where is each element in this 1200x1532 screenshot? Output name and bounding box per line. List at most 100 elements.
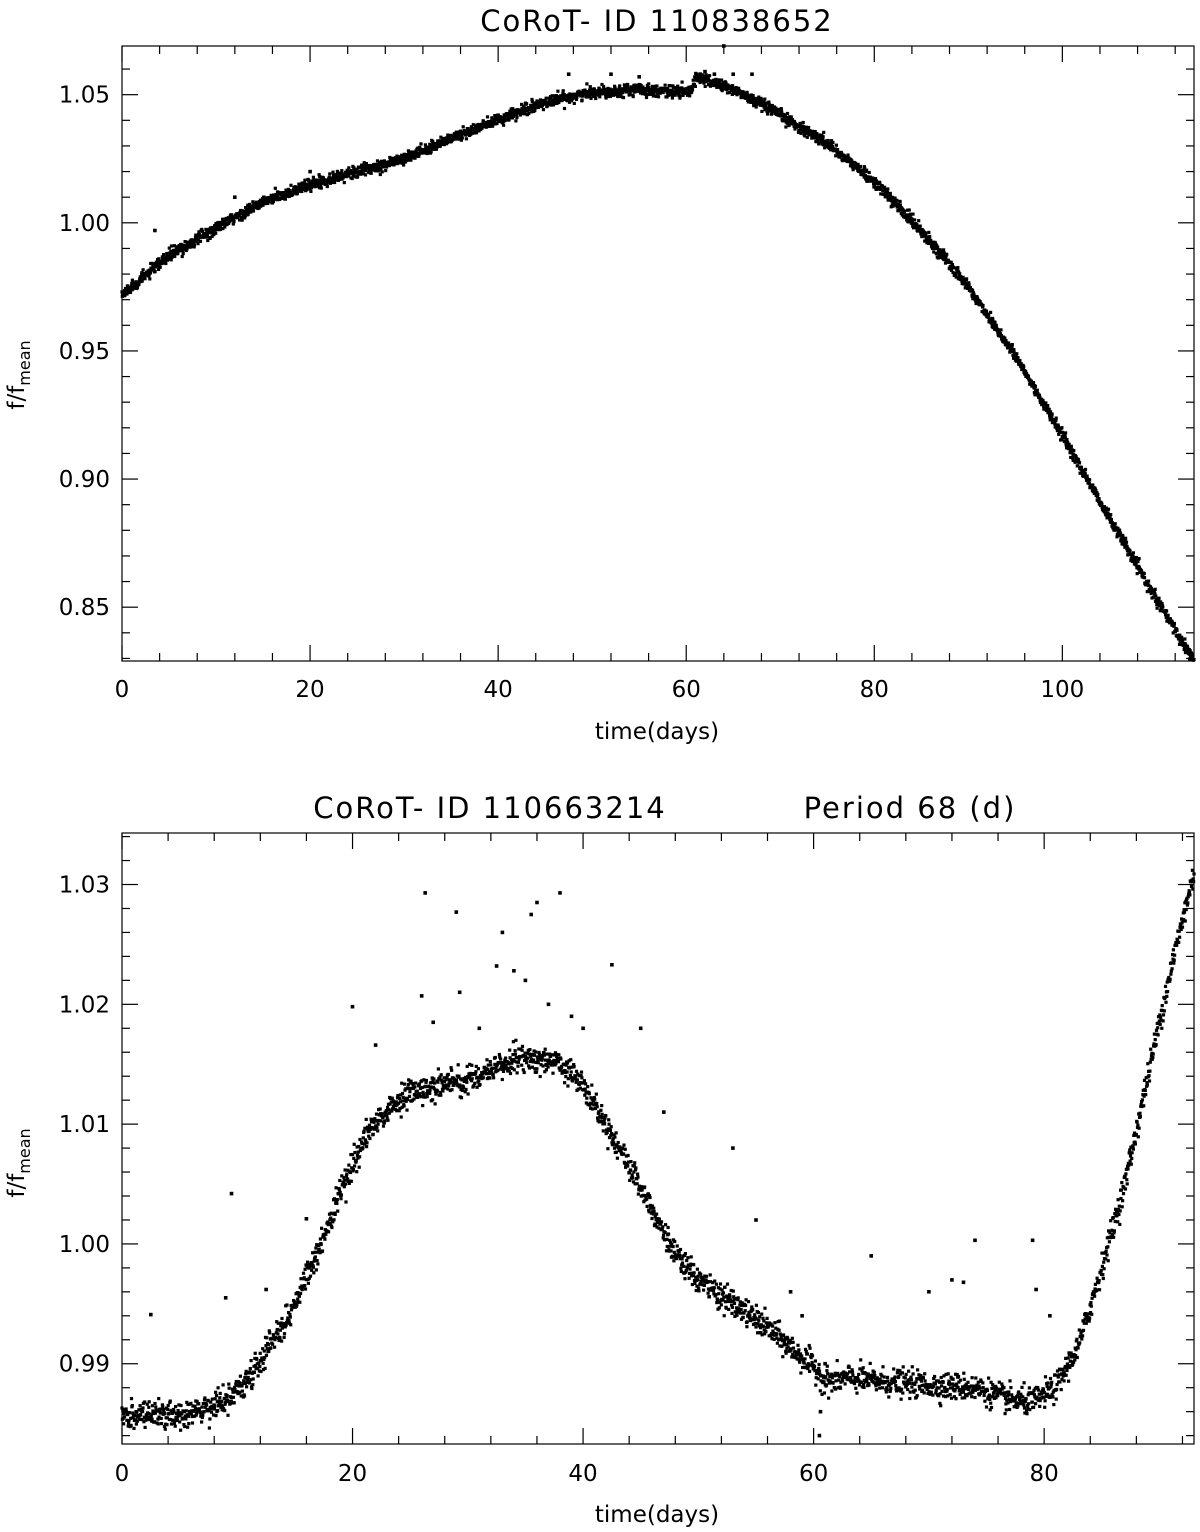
data-point bbox=[581, 1081, 585, 1085]
data-point bbox=[446, 1072, 450, 1076]
data-point bbox=[527, 1064, 531, 1068]
data-point bbox=[424, 1080, 428, 1084]
data-point bbox=[146, 1417, 150, 1422]
data-point bbox=[537, 104, 541, 108]
data-point bbox=[461, 125, 465, 129]
data-point bbox=[527, 1052, 531, 1056]
data-point bbox=[679, 90, 683, 94]
data-point bbox=[997, 330, 1001, 334]
data-point bbox=[210, 1397, 214, 1401]
data-point bbox=[532, 1058, 536, 1062]
data-point bbox=[213, 1397, 217, 1401]
data-point bbox=[651, 1212, 655, 1216]
data-point bbox=[745, 90, 749, 94]
data-point bbox=[240, 1389, 244, 1393]
data-point bbox=[863, 166, 867, 170]
data-point bbox=[198, 239, 203, 243]
data-point bbox=[884, 190, 888, 194]
data-point bbox=[1083, 471, 1087, 475]
data-point bbox=[303, 1284, 307, 1288]
data-point bbox=[367, 1134, 371, 1138]
data-point bbox=[491, 124, 495, 128]
data-point bbox=[210, 234, 214, 238]
data-point bbox=[312, 1259, 316, 1263]
data-point bbox=[220, 222, 224, 226]
data-point bbox=[390, 1096, 394, 1100]
data-point bbox=[672, 1250, 676, 1254]
data-point bbox=[431, 141, 435, 145]
data-point bbox=[473, 126, 477, 131]
data-point bbox=[283, 1325, 287, 1329]
data-point bbox=[231, 1395, 235, 1399]
data-point bbox=[856, 162, 860, 166]
data-point bbox=[661, 90, 665, 95]
data-point bbox=[441, 1083, 445, 1087]
data-point bbox=[807, 125, 811, 130]
data-point bbox=[203, 1396, 207, 1400]
data-point bbox=[1157, 596, 1161, 600]
data-point bbox=[999, 334, 1003, 338]
data-point bbox=[645, 1204, 649, 1208]
data-point bbox=[319, 1242, 323, 1246]
data-point bbox=[603, 1122, 607, 1126]
data-point bbox=[312, 1271, 316, 1275]
data-point bbox=[174, 1405, 178, 1409]
data-point bbox=[738, 89, 743, 93]
data-point bbox=[196, 235, 200, 239]
data-point bbox=[225, 1394, 229, 1398]
data-point bbox=[879, 192, 883, 196]
data-point bbox=[192, 1409, 196, 1413]
data-point bbox=[405, 1108, 409, 1112]
data-point bbox=[688, 94, 692, 98]
data-point bbox=[508, 1056, 512, 1060]
data-point bbox=[626, 1160, 631, 1164]
data-point bbox=[1004, 339, 1008, 343]
y-tick-label: 1.03 bbox=[59, 873, 110, 899]
data-point bbox=[165, 251, 169, 256]
data-point bbox=[692, 83, 696, 87]
data-point bbox=[644, 95, 649, 100]
data-point bbox=[880, 184, 884, 188]
data-point bbox=[654, 1222, 658, 1226]
data-point bbox=[668, 1244, 672, 1248]
data-point bbox=[344, 1182, 348, 1186]
data-point bbox=[187, 1402, 191, 1406]
data-point bbox=[1165, 615, 1170, 619]
data-point bbox=[185, 1400, 189, 1404]
data-point bbox=[487, 1070, 492, 1075]
data-point bbox=[539, 1056, 543, 1060]
data-point bbox=[632, 1164, 636, 1168]
data-point bbox=[859, 164, 863, 169]
data-point bbox=[449, 1078, 453, 1082]
data-point bbox=[360, 1141, 364, 1146]
data-point bbox=[924, 231, 928, 235]
data-point bbox=[245, 1378, 249, 1382]
data-point bbox=[417, 1084, 421, 1088]
data-point bbox=[704, 73, 708, 77]
data-point bbox=[361, 1136, 365, 1140]
data-point bbox=[357, 1144, 361, 1149]
data-point bbox=[530, 1057, 534, 1061]
data-point bbox=[353, 1150, 357, 1155]
data-point bbox=[511, 107, 515, 111]
data-point bbox=[165, 1416, 169, 1420]
data-point bbox=[618, 84, 622, 88]
data-point bbox=[143, 277, 147, 281]
data-point bbox=[395, 1109, 399, 1113]
data-point bbox=[673, 93, 677, 97]
data-point bbox=[500, 116, 504, 120]
data-point bbox=[630, 85, 634, 89]
data-point bbox=[1145, 590, 1149, 594]
data-point bbox=[631, 1176, 635, 1180]
data-point bbox=[606, 86, 610, 90]
data-point bbox=[489, 1063, 493, 1067]
data-point bbox=[952, 266, 956, 270]
data-point bbox=[331, 1220, 335, 1224]
data-point bbox=[593, 1106, 598, 1111]
data-point bbox=[347, 1181, 351, 1185]
data-point bbox=[201, 1402, 205, 1406]
data-point bbox=[230, 1387, 235, 1391]
data-point bbox=[612, 1141, 616, 1145]
data-point bbox=[612, 1133, 616, 1137]
data-point bbox=[200, 227, 204, 231]
